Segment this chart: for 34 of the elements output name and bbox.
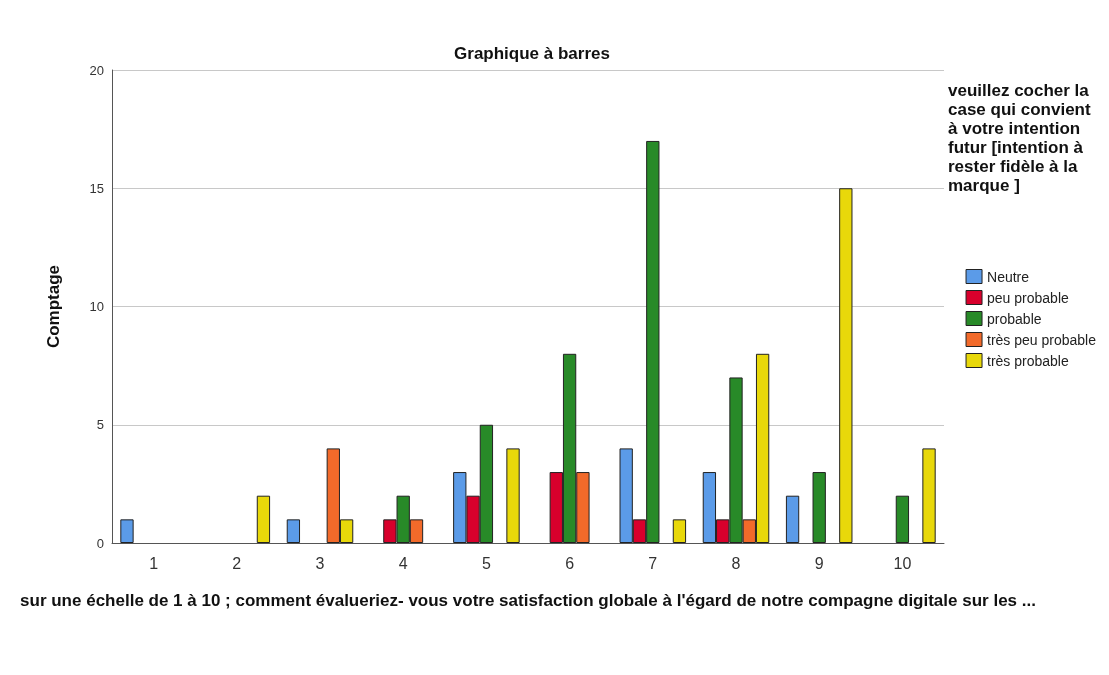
x-tick-label: 1 [149,554,159,572]
x-tick-label: 3 [315,554,325,572]
y-tick-label: 0 [96,535,104,551]
bar [256,495,271,543]
bar [812,472,826,543]
legend-label: très peu probable [987,331,1097,348]
bar [839,188,853,543]
x-axis-title: sur une échelle de 1 à 10 ; comment évalueriez- vous votre satisfaction globale à l'égard de notre compagne digitale sur les ... [20,591,1036,610]
legend-label: probable [987,310,1042,327]
bar [506,448,520,543]
legend-title: veuillez cocher la case qui convient à votre intention futur [intention à rester fidèle à la marque ] [948,81,1096,195]
y-axis-title: Comptage [44,264,63,349]
bar [286,519,301,543]
bar [672,519,687,543]
chart-title: Graphique à barres [454,44,610,63]
legend-label: très probable [987,352,1069,369]
x-tick-label: 9 [814,554,824,572]
x-tick-label: 2 [232,554,242,572]
y-tick-label: 5 [96,417,104,433]
bar [785,495,800,543]
bar [895,495,910,543]
y-tick-label: 10 [89,299,104,314]
x-tick-label: 4 [398,554,408,572]
bar [922,448,936,543]
x-tick-label: 7 [648,554,658,572]
y-tick-label: 15 [89,180,104,196]
bar [120,519,134,543]
legend-label: Neutre [987,268,1030,285]
x-tick-label: 10 [893,554,912,572]
y-tick-label: 20 [89,62,104,78]
x-tick-label: 6 [565,554,575,572]
x-tick-label: 8 [731,554,741,572]
legend-label: peu probable [987,289,1069,306]
x-tick-label: 5 [481,554,491,572]
